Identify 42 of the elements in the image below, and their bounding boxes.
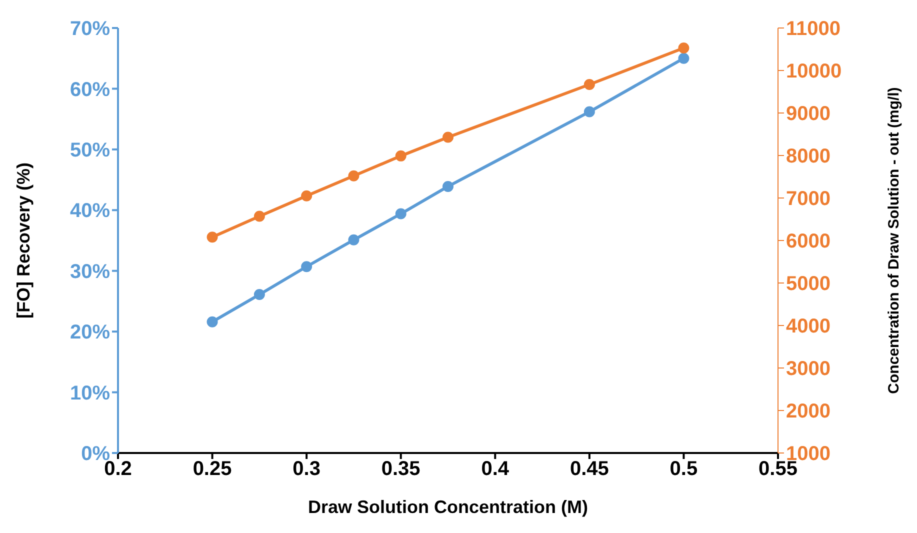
point — [395, 150, 406, 162]
y-tick-label: 20% — [70, 322, 110, 344]
y-tick-label: 70% — [70, 18, 110, 40]
y2-tick-label: 7000 — [786, 188, 830, 210]
point — [678, 52, 690, 64]
point — [206, 232, 218, 243]
x-tick-label: 0.25 — [192, 458, 232, 480]
point — [348, 170, 360, 182]
y-tick-label: 10% — [70, 382, 110, 404]
y-tick-label: 30% — [70, 260, 110, 283]
point — [301, 190, 312, 202]
y2-tick-label: 2000 — [786, 400, 830, 423]
x-tick-label: 0.4 — [481, 458, 510, 480]
point — [254, 210, 265, 222]
y-tick-label: 40% — [70, 200, 110, 222]
point — [395, 208, 406, 220]
point — [584, 79, 595, 90]
x-tick-label: 0.35 — [381, 458, 420, 480]
y-axis-title: [FO] Recovery (%) — [13, 162, 34, 319]
y-tick-label: 60% — [70, 78, 110, 101]
point — [584, 106, 595, 118]
point — [206, 316, 218, 328]
x-tick-label: 0.45 — [570, 458, 609, 480]
point — [442, 132, 454, 143]
x-tick-label: 0.5 — [670, 458, 698, 480]
x-tick-label: 0.3 — [292, 458, 320, 480]
y2-tick-label: 11000 — [786, 18, 841, 40]
y-tick-label: 50% — [70, 140, 110, 162]
y2-tick-label: 10000 — [786, 60, 842, 83]
point — [254, 289, 265, 300]
y2-tick-label: 9000 — [786, 103, 830, 126]
x-axis-title: Draw Solution Concentration (M) — [308, 497, 588, 517]
y2-tick-label: 6000 — [786, 230, 830, 253]
point — [301, 261, 312, 272]
point — [348, 234, 360, 246]
y2-tick-label: 5000 — [786, 273, 830, 296]
y2-tick-label: 3000 — [786, 358, 830, 380]
y2-tick-label: 4000 — [786, 316, 830, 338]
y2-tick-label: 8000 — [786, 146, 830, 168]
point — [442, 180, 454, 192]
y2-axis-title: Concentration of Draw Solution - out (mg/l) — [885, 87, 902, 394]
point — [678, 42, 690, 54]
